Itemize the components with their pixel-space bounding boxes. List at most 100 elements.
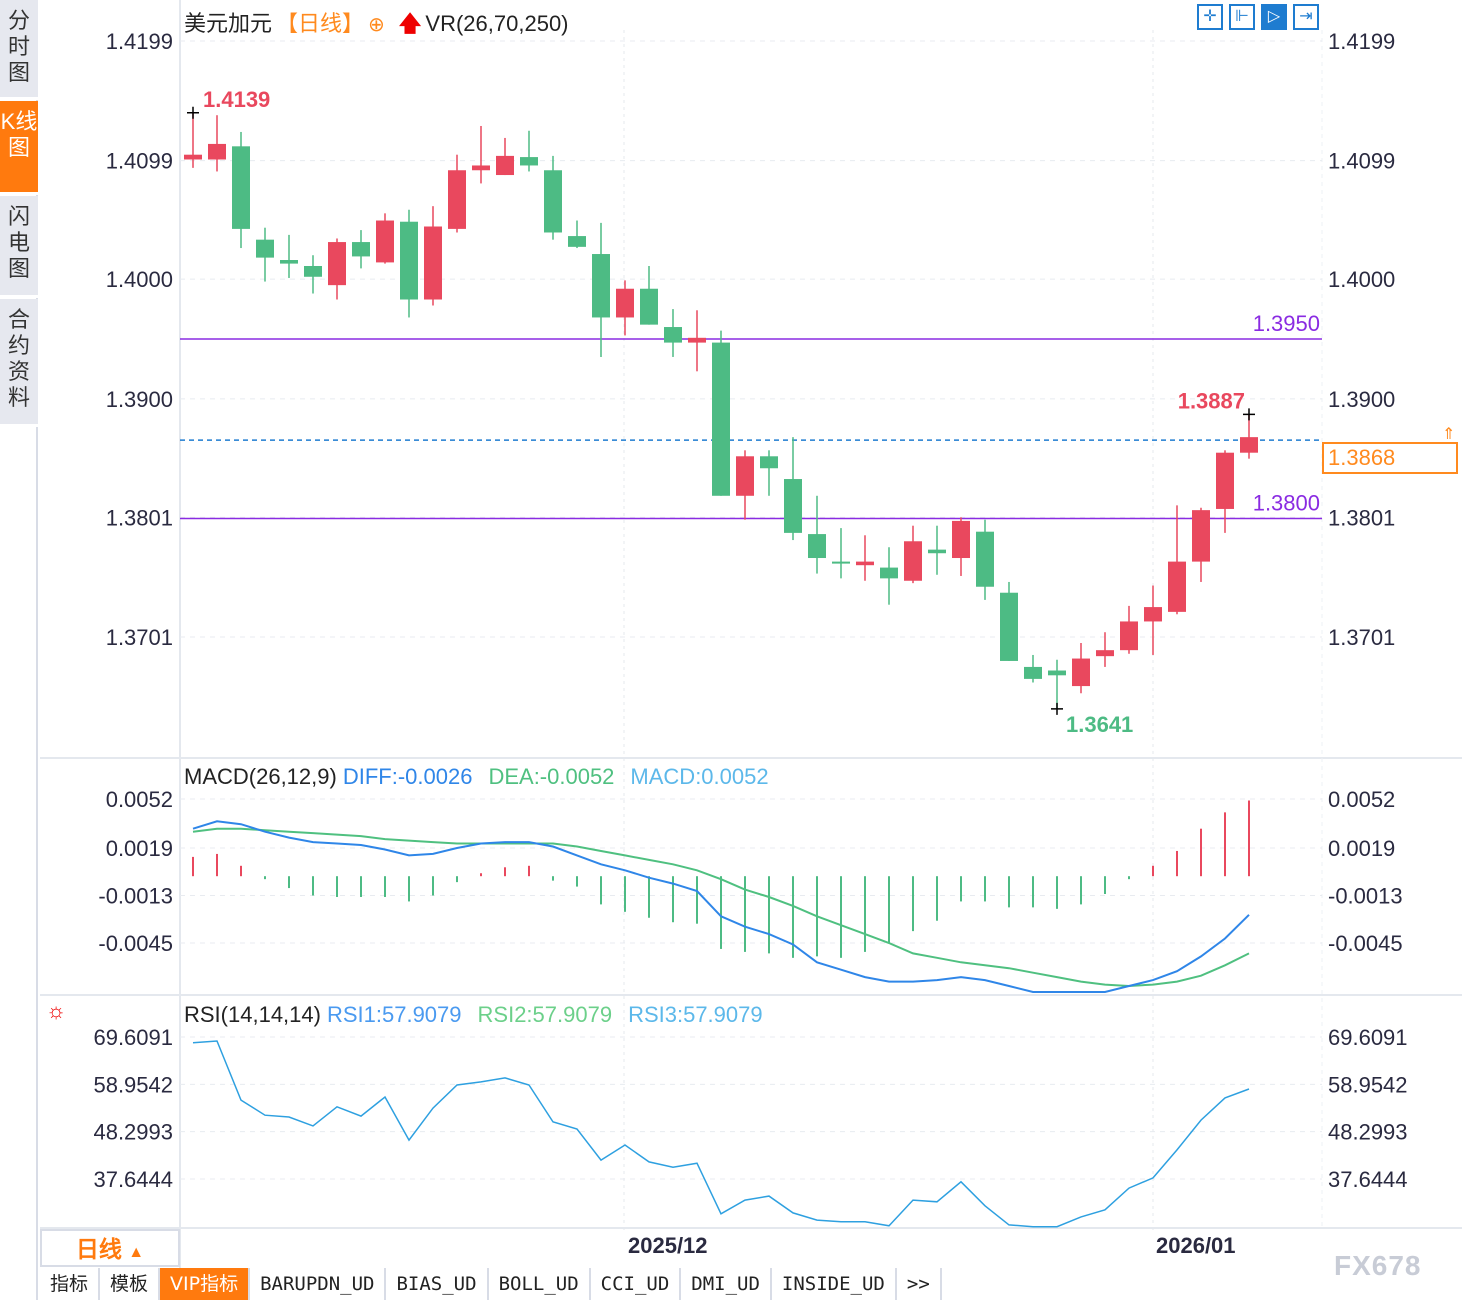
candle-up bbox=[736, 456, 754, 496]
circle-plus-icon[interactable]: ⊕ bbox=[368, 14, 385, 36]
indicator-label[interactable]: VR(26,70,250) bbox=[425, 11, 569, 36]
x-axis-label: 2025/12 bbox=[628, 1233, 708, 1258]
period-label: 日线 bbox=[75, 1236, 122, 1262]
fit-range-icon[interactable]: ⊩ bbox=[1229, 4, 1255, 30]
right-axis-tick: 1.3701 bbox=[1328, 625, 1395, 650]
candle-up bbox=[1072, 658, 1090, 687]
chart-header: 美元加元 【日线】 ⊕ 🡅 VR(26,70,250) bbox=[184, 6, 579, 45]
candle-down bbox=[760, 456, 778, 469]
indicator-tab-bar: 指标 模板 VIP指标 BARUPDN_UD BIAS_UD BOLL_UD CCI_UD D… bbox=[40, 1268, 942, 1300]
right-axis-tick: 1.3801 bbox=[1328, 505, 1395, 530]
left-axis-tick: -0.0013 bbox=[98, 883, 173, 908]
indicator-settings-icon[interactable]: ☼ bbox=[46, 998, 67, 1023]
indicator-tab[interactable]: DMI_UD bbox=[681, 1268, 772, 1300]
candle-up bbox=[904, 541, 922, 581]
left-axis-tick: 1.3701 bbox=[106, 625, 173, 650]
candle-down bbox=[304, 265, 322, 277]
candle-down bbox=[592, 254, 610, 318]
rsi-header: RSI(14,14,14) RSI1:57.9079 RSI2:57.9079 RSI… bbox=[184, 1002, 773, 1028]
right-axis-tick: -0.0013 bbox=[1328, 883, 1403, 908]
tab-contract-info[interactable]: 合约资料 bbox=[0, 299, 38, 427]
diff-value: DIFF:-0.0026 bbox=[342, 764, 473, 789]
extreme-marker bbox=[187, 106, 199, 119]
tab-label: 合约资料 bbox=[7, 307, 30, 410]
period-selector[interactable]: 日线 ▲ bbox=[40, 1229, 180, 1267]
right-axis-tick: 0.0019 bbox=[1328, 836, 1395, 861]
indicator-tab[interactable]: VIP指标 bbox=[160, 1268, 251, 1300]
extreme-marker bbox=[1051, 702, 1063, 715]
candle-up bbox=[496, 155, 514, 176]
indicator-tab[interactable]: BARUPDN_UD bbox=[250, 1268, 387, 1300]
candle-up bbox=[184, 154, 202, 160]
candle-up bbox=[1240, 437, 1258, 453]
candle-down bbox=[352, 242, 370, 257]
left-axis-tick: -0.0045 bbox=[98, 931, 173, 956]
right-axis-tick: 1.4199 bbox=[1328, 29, 1395, 54]
left-axis-tick: 69.6091 bbox=[93, 1025, 173, 1050]
candle-down bbox=[664, 327, 682, 343]
left-axis-tick: 1.4099 bbox=[106, 149, 173, 174]
indicator-tab[interactable]: CCI_UD bbox=[590, 1268, 682, 1300]
x-axis-label: 2026/01 bbox=[1156, 1233, 1236, 1258]
indicator-tab[interactable]: BOLL_UD bbox=[488, 1268, 591, 1300]
red-up-arrow-icon[interactable]: 🡅 bbox=[398, 11, 422, 36]
indicator-tab[interactable]: 指标 bbox=[40, 1268, 101, 1300]
candle-up bbox=[1192, 510, 1210, 562]
macd-title: MACD(26,12,9) bbox=[184, 764, 337, 789]
tab-label: 闪电图 bbox=[7, 204, 30, 281]
rsi2-value: RSI2:57.9079 bbox=[477, 1002, 613, 1027]
tab-flash[interactable]: 闪电图 bbox=[0, 196, 38, 298]
scroll-end-icon[interactable]: ⇥ bbox=[1293, 4, 1319, 30]
candle-down bbox=[1048, 670, 1066, 676]
rsi1-value: RSI1:57.9079 bbox=[326, 1002, 462, 1027]
candle-down bbox=[784, 479, 802, 533]
candle-down bbox=[928, 549, 946, 554]
candle-down bbox=[280, 260, 298, 264]
level-label: 1.3800 bbox=[1253, 491, 1320, 516]
left-axis-tick: 58.9542 bbox=[93, 1072, 173, 1097]
candle-down bbox=[1000, 592, 1018, 661]
crosshair-icon[interactable]: ✛ bbox=[1197, 4, 1223, 30]
indicator-tab[interactable]: >> bbox=[896, 1268, 942, 1300]
indicator-tab[interactable]: INSIDE_UD bbox=[771, 1268, 897, 1300]
dea-value: DEA:-0.0052 bbox=[488, 764, 615, 789]
candle-down bbox=[256, 239, 274, 258]
watermark: FX678 bbox=[1334, 1250, 1422, 1281]
candle-down bbox=[832, 561, 850, 564]
grid bbox=[40, 0, 1462, 1268]
rsi3-value: RSI3:57.9079 bbox=[628, 1002, 763, 1027]
diff-line bbox=[192, 820, 1250, 993]
tab-label: 分时图 bbox=[7, 8, 30, 85]
left-axis-tick: 0.0019 bbox=[106, 836, 173, 861]
chart-marks bbox=[180, 106, 1322, 1228]
candle-down bbox=[520, 157, 538, 166]
scroll-up-arrow-icon[interactable]: ⇑ bbox=[1442, 426, 1456, 443]
indicator-tab[interactable]: BIAS_UD bbox=[386, 1268, 489, 1300]
left-axis-tick: 1.4199 bbox=[106, 29, 173, 54]
candle-up bbox=[616, 288, 634, 318]
dea-line bbox=[192, 827, 1250, 988]
candle-down bbox=[568, 236, 586, 247]
auto-scale-icon[interactable]: ▷ bbox=[1261, 4, 1287, 30]
candle-up bbox=[208, 143, 226, 160]
axis-labels: 1.4199 1.4199 1.4099 1.4099 1.4000 1.4000 1.39… bbox=[93, 29, 1407, 1258]
right-axis-tick: 1.3900 bbox=[1328, 387, 1395, 412]
candle-up bbox=[376, 220, 394, 263]
right-axis-tick: 1.4000 bbox=[1328, 267, 1395, 292]
recent-high-label: 1.3887 bbox=[1178, 388, 1245, 413]
candle-up bbox=[1216, 452, 1234, 509]
tab-kline[interactable]: K线图 bbox=[0, 101, 38, 195]
candle-down bbox=[400, 221, 418, 300]
candle-up bbox=[424, 226, 442, 300]
candle-down bbox=[976, 531, 994, 587]
macd-header: MACD(26,12,9) DIFF:-0.0026 DEA:-0.0052 MACD… bbox=[184, 764, 779, 790]
macd-value: MACD:0.0052 bbox=[630, 764, 769, 789]
high-price-label: 1.4139 bbox=[203, 87, 270, 112]
indicator-tab[interactable]: 模板 bbox=[100, 1268, 161, 1300]
right-axis-tick: 1.4099 bbox=[1328, 149, 1395, 174]
tab-timeshare[interactable]: 分时图 bbox=[0, 0, 38, 100]
candle-down bbox=[1024, 666, 1042, 679]
candle-down bbox=[880, 567, 898, 579]
candle-up bbox=[1144, 607, 1162, 622]
